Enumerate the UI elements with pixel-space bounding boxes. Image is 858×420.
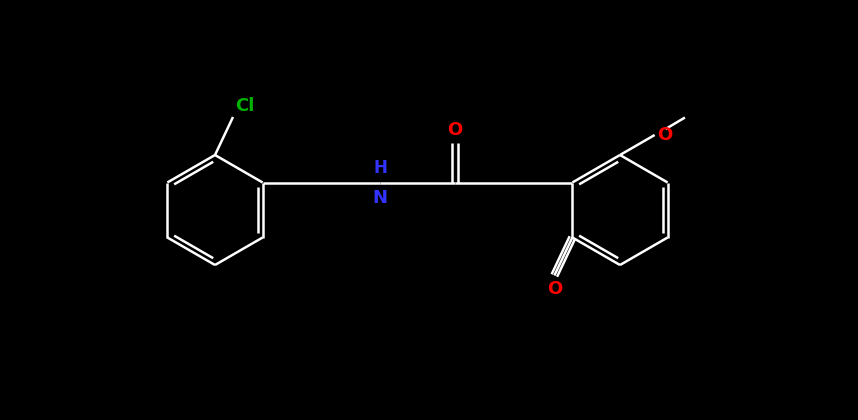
Text: N: N bbox=[373, 189, 388, 207]
Text: Cl: Cl bbox=[235, 97, 254, 115]
Text: H: H bbox=[373, 158, 387, 176]
Text: O: O bbox=[656, 126, 672, 144]
Text: O: O bbox=[547, 279, 562, 297]
Text: O: O bbox=[447, 121, 462, 139]
